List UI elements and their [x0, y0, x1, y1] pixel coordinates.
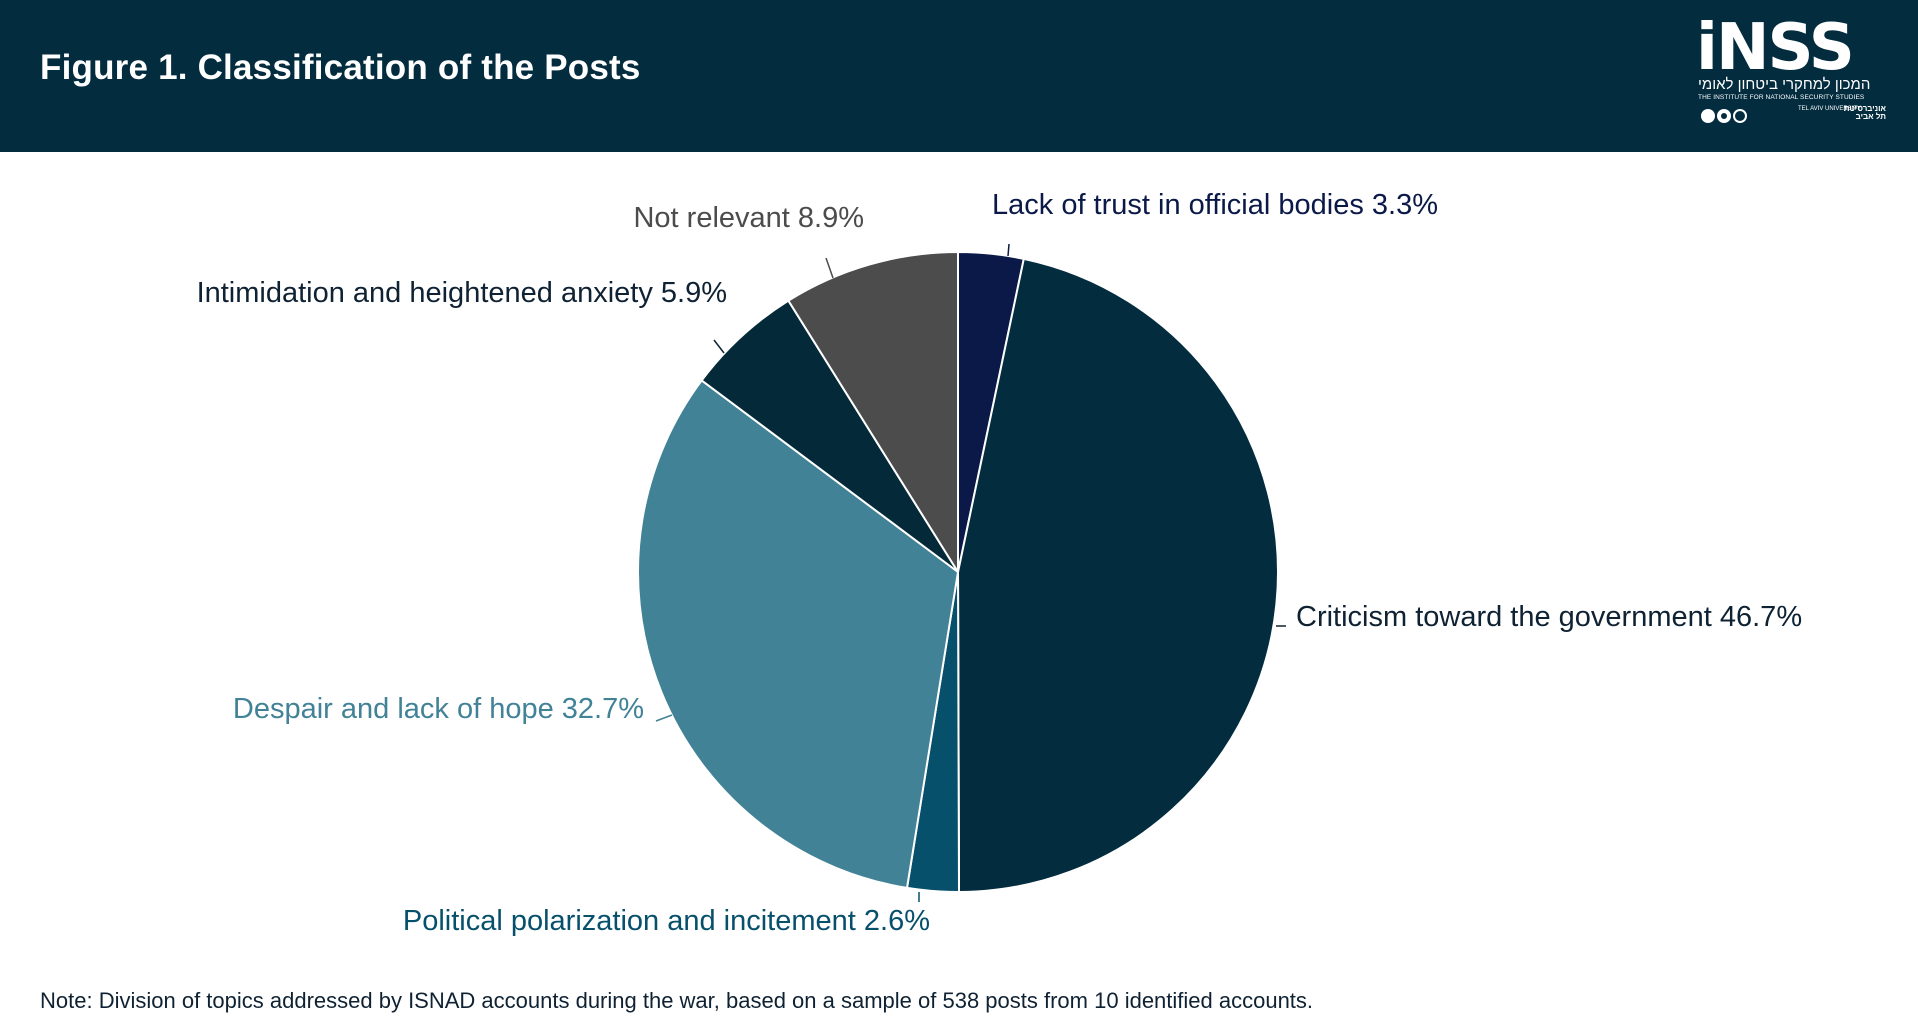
leader-line	[713, 339, 725, 354]
pie-slice-criticism-toward-the-government	[956, 257, 1279, 894]
logo-university-en: TEL AVIV UNIVERSITY	[1798, 106, 1862, 112]
pie-chart: Lack of trust in official bodies 3.3% Cri…	[197, 189, 1803, 937]
slice-label: Lack of trust in official bodies 3.3%	[992, 189, 1438, 221]
slice-label: Intimidation and heightened anxiety 5.9%	[197, 277, 727, 309]
figure-title: Figure 1. Classification of the Posts	[40, 48, 641, 87]
chart-note: Note: Division of topics addressed by IS…	[40, 988, 1314, 1013]
header-bar: Figure 1. Classification of the Posts iN…	[0, 0, 1918, 152]
slice-label: Criticism toward the government 46.7%	[1296, 601, 1802, 633]
logo-circles-icon	[1701, 109, 1747, 123]
logo-university-he: אוניברסיטת תל אביב	[1843, 104, 1886, 121]
pie-slice-despair-and-lack-of-hope	[637, 379, 960, 890]
leader-line	[1007, 243, 1010, 257]
leader-line	[825, 257, 834, 279]
logo-subtitle: THE INSTITUTE FOR NATIONAL SECURITY STUD…	[1698, 94, 1865, 101]
slice-label: Political polarization and incitement 2.…	[403, 905, 930, 937]
leader-line	[655, 714, 673, 722]
logo-wordmark: iNSS	[1696, 11, 1855, 85]
logo-hebrew-text: המכון למחקרי ביטחון לאומי	[1698, 76, 1871, 93]
slice-label: Despair and lack of hope 32.7%	[233, 693, 644, 725]
slice-label: Not relevant 8.9%	[633, 202, 864, 234]
inss-logo: iNSS המכון למחקרי ביטחון לאומי THE INSTI…	[1696, 16, 1886, 128]
pie-slice-not-relevant	[787, 250, 959, 576]
